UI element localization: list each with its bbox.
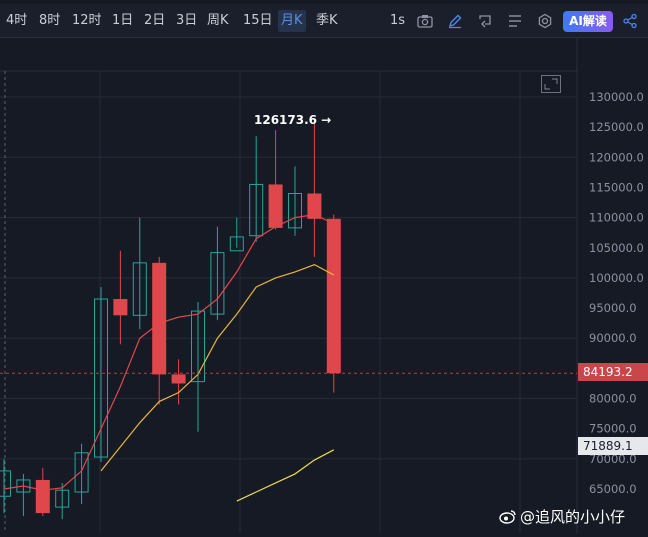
plot-area <box>0 38 577 533</box>
timeframe-1q[interactable]: 季K <box>316 13 338 28</box>
timeframe-1m[interactable]: 月K <box>278 10 306 32</box>
high-price-annotation: 126173.6 → <box>254 113 331 127</box>
candle-body <box>132 262 147 316</box>
candlestick-chart[interactable]: 130000.0 125000.0 120000.0 115000.0 110000.0… <box>0 38 648 533</box>
timeframe-15d[interactable]: 15日 <box>243 13 273 28</box>
y-tick-label: 125000.0 <box>589 120 644 134</box>
candle-body <box>152 262 167 375</box>
candle-body <box>0 470 11 497</box>
y-tick-label: 110000.0 <box>589 211 644 225</box>
y-tick-label: 90000.0 <box>589 331 637 345</box>
y-tick-label: 75000.0 <box>589 422 637 436</box>
y-tick-label: 105000.0 <box>589 241 644 255</box>
y-tick-label: 130000.0 <box>589 90 644 104</box>
candle-body <box>74 452 89 493</box>
y-tick-label: 100000.0 <box>589 271 644 285</box>
candle-body <box>35 479 50 514</box>
candle-body <box>268 184 283 228</box>
watermark: @追风的小小仔 <box>499 506 625 527</box>
candle-body <box>288 192 302 229</box>
timeframe-2d[interactable]: 2日 <box>144 13 166 28</box>
candle-body <box>210 252 225 315</box>
y-tick-label: 120000.0 <box>589 150 644 164</box>
settings-icon[interactable] <box>535 11 555 31</box>
top-strip <box>0 0 648 4</box>
candle-body <box>229 236 244 252</box>
timeframe-4h[interactable]: 4时 <box>6 13 28 28</box>
interval-1s[interactable]: 1s <box>390 13 406 28</box>
candle-body <box>326 218 341 374</box>
ma-long-line <box>236 449 335 502</box>
timeframe-12h[interactable]: 12时 <box>72 13 102 28</box>
ma-short-line <box>3 213 335 491</box>
share-icon[interactable] <box>620 11 640 31</box>
candle-body <box>249 183 264 237</box>
candle-body <box>113 299 128 316</box>
weibo-logo-icon <box>499 510 516 524</box>
timeframe-1d[interactable]: 1日 <box>112 13 134 28</box>
camera-icon[interactable] <box>415 11 435 31</box>
y-tick-label: 80000.0 <box>589 392 637 406</box>
candle-body <box>191 310 205 383</box>
current-price-tag: 84193.2 <box>578 363 648 381</box>
watermark-text: @追风的小小仔 <box>520 508 626 526</box>
y-tick-label: 70000.0 <box>589 452 637 466</box>
candle-body <box>16 479 31 493</box>
ma-value-tag: 71889.1 <box>578 437 648 455</box>
timeframe-3d[interactable]: 3日 <box>176 13 198 28</box>
pen-icon[interactable] <box>445 11 465 31</box>
timeframe-8h[interactable]: 8时 <box>39 13 61 28</box>
replay-icon[interactable] <box>475 11 495 31</box>
fullscreen-icon[interactable] <box>541 75 561 93</box>
ma-mid-line <box>100 263 335 472</box>
candle-body <box>307 193 322 219</box>
candle-body <box>171 374 186 384</box>
chart-toolbar: 4时 8时 12时 1日 2日 3日 周K 15日 月K 季K 1s AI解读 <box>0 0 648 38</box>
candle-body <box>94 298 108 458</box>
y-tick-label: 95000.0 <box>589 301 637 315</box>
candle-body <box>55 489 70 508</box>
chart-canvas[interactable]: 130000.0 125000.0 120000.0 115000.0 110000.0… <box>0 38 648 533</box>
y-tick-label: 115000.0 <box>589 180 644 194</box>
y-tick-label: 65000.0 <box>589 482 637 496</box>
ai-interpret-button[interactable]: AI解读 <box>563 11 613 32</box>
timeframe-1w[interactable]: 周K <box>207 13 229 28</box>
list-icon[interactable] <box>505 11 525 31</box>
